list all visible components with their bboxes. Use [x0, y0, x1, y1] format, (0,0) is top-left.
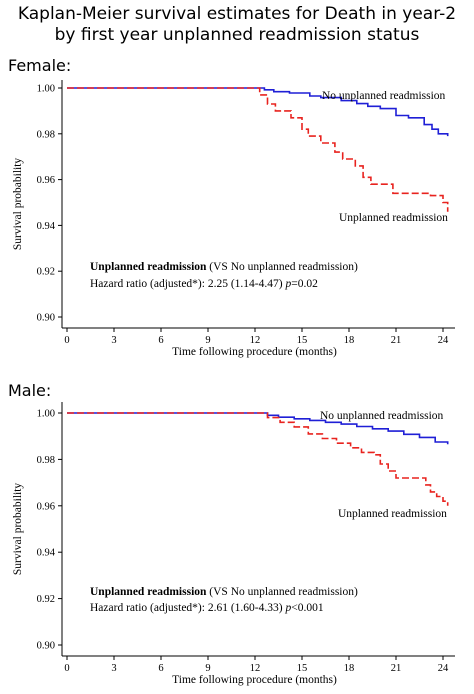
annotation-bold: Unplanned readmission [90, 586, 207, 598]
x-tick-label: 15 [297, 335, 308, 346]
x-tick-label: 3 [111, 663, 116, 674]
chart-title-line-1: Kaplan-Meier survival estimates for Deat… [17, 4, 457, 24]
no-unplanned-readmission-label: No unplanned readmission [322, 90, 446, 102]
chart-title-line-2: by first year unplanned readmission stat… [54, 25, 420, 45]
x-tick-label: 9 [205, 663, 210, 674]
panel-label: Female: [8, 56, 71, 75]
x-axis-label: Time following procedure (months) [172, 674, 337, 686]
annotation-line-1: Unplanned readmission (VS No unplanned r… [90, 586, 358, 598]
x-tick-label: 9 [205, 335, 210, 346]
y-tick-label: 0.92 [37, 594, 55, 605]
y-tick-label: 0.94 [37, 548, 56, 559]
y-tick-label: 1.00 [37, 84, 55, 95]
y-tick-label: 0.90 [37, 313, 55, 324]
no-unplanned-readmission-curve [67, 412, 449, 445]
x-tick-label: 0 [64, 335, 69, 346]
panel-label: Male: [8, 381, 51, 400]
x-tick-label: 6 [158, 335, 163, 346]
y-tick-label: 0.90 [37, 641, 55, 652]
unplanned-readmission-curve [67, 412, 449, 506]
x-tick-label: 18 [344, 335, 355, 346]
annotation-bold: Unplanned readmission [90, 261, 207, 273]
p-symbol: p [284, 602, 291, 614]
y-tick-label: 0.96 [37, 501, 55, 512]
unplanned-readmission-curve [67, 87, 449, 212]
p-symbol: p [284, 278, 291, 290]
hazard-ratio-text: Hazard ratio (adjusted*): 2.61 (1.60-4.3… [90, 602, 285, 614]
x-tick-label: 0 [64, 663, 69, 674]
y-axis-label: Survival probability [12, 483, 24, 576]
y-tick-label: 0.94 [37, 221, 56, 232]
x-tick-label: 21 [391, 663, 402, 674]
x-tick-label: 12 [250, 335, 261, 346]
x-tick-label: 24 [438, 663, 449, 674]
unplanned-readmission-label: Unplanned readmission [338, 508, 447, 520]
panel-male: Male: 0.90 0.92 0.94 0.96 0.98 1.00 0 3 6 9 12 15 18 2… [8, 381, 455, 686]
p-value: =0.02 [291, 278, 318, 290]
y-tick-label: 0.98 [37, 455, 55, 466]
x-tick-label: 24 [438, 335, 449, 346]
x-tick-label: 18 [344, 663, 355, 674]
annotation-comparison: (VS No unplanned readmission) [206, 586, 358, 598]
y-tick-label: 0.96 [37, 175, 55, 186]
x-tick-label: 21 [391, 335, 402, 346]
annotation-comparison: (VS No unplanned readmission) [206, 261, 358, 273]
chart-title: Kaplan-Meier survival estimates for Deat… [0, 4, 474, 46]
panel-female: Female: 0.90 0.92 0.94 0.96 0.98 1.00 0 3 6 9 12 15 1… [8, 56, 455, 358]
no-unplanned-readmission-curve [67, 87, 449, 137]
y-tick-label: 1.00 [37, 409, 55, 420]
x-axis-label: Time following procedure (months) [172, 346, 337, 358]
y-tick-label: 0.92 [37, 267, 55, 278]
hazard-ratio-text: Hazard ratio (adjusted*): 2.25 (1.14-4.4… [90, 278, 285, 290]
no-unplanned-readmission-label: No unplanned readmission [320, 410, 444, 422]
x-tick-label: 12 [250, 663, 261, 674]
annotation-line-2: Hazard ratio (adjusted*): 2.25 (1.14-4.4… [90, 278, 318, 290]
annotation-line-1: Unplanned readmission (VS No unplanned r… [90, 261, 358, 273]
unplanned-readmission-label: Unplanned readmission [339, 212, 448, 224]
x-tick-label: 3 [111, 335, 116, 346]
x-tick-label: 6 [158, 663, 163, 674]
x-tick-label: 15 [297, 663, 308, 674]
y-axis-label: Survival probability [12, 158, 24, 251]
y-tick-label: 0.98 [37, 129, 55, 140]
annotation-line-2: Hazard ratio (adjusted*): 2.61 (1.60-4.3… [90, 602, 324, 614]
p-value: <0.001 [291, 602, 324, 614]
